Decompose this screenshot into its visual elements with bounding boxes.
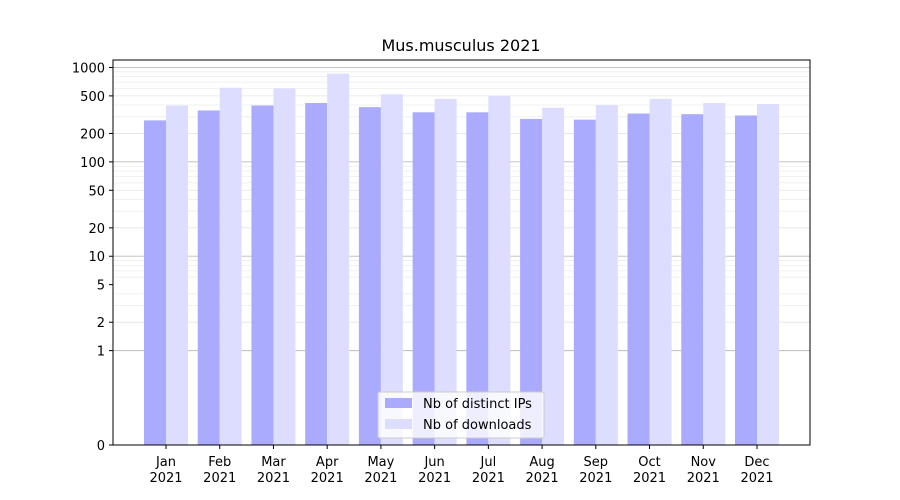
bar-downloads xyxy=(488,95,511,446)
bar-distinct-ips xyxy=(573,119,596,445)
bar-distinct-ips xyxy=(197,110,220,445)
x-tick-label-month: Mar xyxy=(261,455,286,470)
x-tick-label-year: 2021 xyxy=(311,471,344,486)
x-tick-label-year: 2021 xyxy=(526,471,559,486)
x-tick-label-month: Aug xyxy=(529,455,554,470)
y-tick-label: 500 xyxy=(80,90,105,105)
legend-swatch-ips xyxy=(385,398,412,408)
bar-downloads xyxy=(327,73,350,446)
bar-downloads xyxy=(166,105,188,445)
x-tick-label-year: 2021 xyxy=(418,471,451,486)
y-tick-label: 100 xyxy=(80,156,105,171)
x-tick-label-year: 2021 xyxy=(740,471,773,486)
x-tick-label-month: Apr xyxy=(316,455,339,470)
x-tick-label-year: 2021 xyxy=(149,471,182,486)
x-tick-label-month: Oct xyxy=(638,455,660,470)
legend-label-downloads: Nb of downloads xyxy=(423,418,532,433)
y-tick-label: 1 xyxy=(97,345,105,360)
bar-distinct-ips xyxy=(144,120,166,445)
x-tick-label-year: 2021 xyxy=(687,471,720,486)
bar-distinct-ips xyxy=(358,107,381,445)
bar-downloads xyxy=(380,94,403,445)
bar-distinct-ips xyxy=(520,118,543,446)
x-tick-label-year: 2021 xyxy=(633,471,666,486)
x-tick-label-month: Jan xyxy=(155,455,176,470)
x-tick-label-month: Feb xyxy=(208,455,231,470)
bar-downloads xyxy=(757,104,779,445)
bar-downloads xyxy=(219,87,242,445)
y-tick-label: 2 xyxy=(97,316,105,331)
bar-distinct-ips xyxy=(251,105,274,445)
bar-distinct-ips xyxy=(627,113,650,445)
bar-distinct-ips xyxy=(412,112,435,446)
bar-downloads xyxy=(542,107,565,445)
bar-downloads xyxy=(703,103,726,446)
bar-downloads xyxy=(434,98,457,445)
y-tick-label: 0 xyxy=(97,439,105,454)
x-tick-label-year: 2021 xyxy=(579,471,612,486)
x-tick-label-month: Jul xyxy=(480,455,497,470)
bar-distinct-ips xyxy=(735,115,757,445)
x-tick-label-month: Jun xyxy=(423,455,444,470)
plot-frame xyxy=(112,59,811,446)
bars xyxy=(144,73,779,446)
y-tick-label: 20 xyxy=(88,222,105,237)
legend-label-ips: Nb of distinct IPs xyxy=(423,397,532,412)
y-tick-label: 50 xyxy=(88,184,105,199)
legend-swatch-downloads xyxy=(385,419,412,429)
legend-box xyxy=(377,391,545,439)
x-tick-label-month: May xyxy=(367,455,394,470)
bar-distinct-ips xyxy=(681,114,704,445)
y-tick-label: 200 xyxy=(80,127,105,142)
bar-downloads xyxy=(649,98,672,445)
bar-downloads xyxy=(273,88,296,446)
axes: 01251020501002005001000Jan2021Feb2021Mar… xyxy=(72,61,774,486)
x-tick-label-month: Dec xyxy=(744,455,769,470)
y-tick-label: 10 xyxy=(88,250,105,265)
y-tick-label: 1000 xyxy=(72,61,105,76)
chart-title: Mus.musculus 2021 xyxy=(381,36,540,55)
x-tick-label-year: 2021 xyxy=(472,471,505,486)
legend: Nb of distinct IPs Nb of downloads xyxy=(377,391,545,439)
x-tick-label-year: 2021 xyxy=(203,471,236,486)
x-tick-label-year: 2021 xyxy=(364,471,397,486)
bar-distinct-ips xyxy=(305,103,328,446)
x-tick-label-month: Nov xyxy=(691,455,717,470)
x-tick-label-month: Sep xyxy=(584,455,609,470)
bar-downloads xyxy=(595,105,618,446)
y-tick-label: 5 xyxy=(97,279,105,294)
bar-distinct-ips xyxy=(466,112,489,446)
x-tick-label-year: 2021 xyxy=(257,471,290,486)
